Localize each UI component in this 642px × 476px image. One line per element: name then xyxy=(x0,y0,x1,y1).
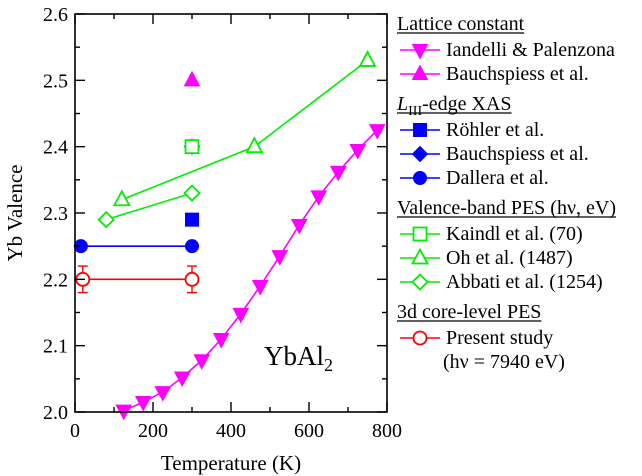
data-layer xyxy=(73,50,386,421)
x-tick-label: 600 xyxy=(294,420,324,442)
data-point xyxy=(329,165,347,182)
x-tick-label: 200 xyxy=(138,420,168,442)
legend-heading-rest: -edge XAS xyxy=(422,93,511,115)
series-7 xyxy=(97,184,201,229)
data-point xyxy=(310,190,328,206)
compound-annotation: YbAl2 xyxy=(264,341,333,375)
data-point xyxy=(184,139,200,155)
series-line xyxy=(121,59,368,201)
series-0 xyxy=(115,124,386,421)
series-line xyxy=(105,192,193,221)
legend-label: Bauchspiess et al. xyxy=(446,63,589,85)
legend-swatch-marker xyxy=(412,330,428,346)
compound-annotation-sub: 2 xyxy=(324,355,333,375)
y-axis-title: Yb Valence xyxy=(3,165,27,262)
ticks-layer: 0 200 400 600 800 2.0 2.1 2.2 2.3 2.4 2.5 2.6 xyxy=(43,4,402,442)
x-tick-label: 800 xyxy=(372,420,402,442)
legend-swatch-marker xyxy=(411,44,429,60)
legend-entry-3: Bauchspiess et al. xyxy=(400,143,589,165)
legend-swatch-marker xyxy=(412,226,428,242)
data-point xyxy=(251,279,269,296)
legend-label: Röhler et al. xyxy=(446,119,544,141)
legend-entry-1: Bauchspiess et al. xyxy=(400,63,589,85)
data-point xyxy=(232,307,250,324)
data-point xyxy=(173,371,191,388)
y-tick-label: 2.0 xyxy=(43,402,68,424)
legend-label: Abbati et al. (1254) xyxy=(446,271,603,293)
data-point xyxy=(185,239,199,254)
series-1 xyxy=(183,70,201,87)
series-6 xyxy=(112,50,377,207)
data-point xyxy=(185,212,199,227)
y-tick-label: 2.5 xyxy=(43,70,68,92)
legend-entry-8: Present study xyxy=(400,327,553,349)
data-point xyxy=(358,50,377,67)
series-2 xyxy=(185,212,199,227)
x-tick-label: 400 xyxy=(216,420,246,442)
y-tick-label: 2.2 xyxy=(43,269,68,291)
legend-swatch-marker xyxy=(410,247,430,265)
legend-swatch-marker xyxy=(413,123,427,137)
data-point xyxy=(97,210,115,229)
legend-label: Oh et al. (1487) xyxy=(446,247,573,269)
legend-heading-3: 3d core-level PES xyxy=(397,301,541,323)
data-point xyxy=(184,271,200,287)
legend-label: Dallera et al. xyxy=(446,167,549,189)
legend-heading-0: Lattice constant xyxy=(397,13,525,35)
compound-annotation-base: YbAl xyxy=(264,341,324,371)
plot-area: 0 200 400 600 800 2.0 2.1 2.2 2.3 2.4 2.5 2.6 YbAl2 xyxy=(43,4,402,442)
legend-heading-1: LIII-edge XAS xyxy=(396,93,512,119)
legend-label: Present study xyxy=(446,327,553,349)
series-5 xyxy=(184,139,200,155)
legend-heading-main: L xyxy=(396,93,408,115)
data-point xyxy=(193,354,211,370)
legend-heading-2: Valence-band PES (hν, eV) xyxy=(397,197,616,219)
legend-note: (hν = 7940 eV) xyxy=(443,351,565,373)
data-point xyxy=(349,143,367,160)
data-point xyxy=(368,124,386,140)
legend-heading-sub: III xyxy=(408,104,422,119)
y-tick-label: 2.4 xyxy=(43,137,68,159)
data-point xyxy=(183,70,201,87)
data-point xyxy=(183,184,201,202)
y-tick-label: 2.3 xyxy=(43,203,68,225)
legend-swatch-marker xyxy=(411,145,429,163)
x-axis-title: Temperature (K) xyxy=(161,451,301,475)
legend-entry-2: Röhler et al. xyxy=(400,119,544,141)
y-tick-label: 2.6 xyxy=(43,4,68,26)
y-tick-label: 2.1 xyxy=(43,336,68,358)
data-point xyxy=(245,136,264,154)
legend-entry-6: Oh et al. (1487) xyxy=(400,247,573,269)
data-point xyxy=(290,218,308,235)
legend-entry-0: Iandelli & Palenzona xyxy=(400,39,615,61)
data-point xyxy=(112,189,131,207)
data-point xyxy=(212,333,230,349)
data-point xyxy=(271,250,289,266)
legend-label: Bauchspiess et al. xyxy=(446,143,589,165)
legend-label: Iandelli & Palenzona xyxy=(446,39,615,61)
series-4 xyxy=(73,239,199,254)
data-point xyxy=(154,386,172,402)
legend-entry-4: Dallera et al. xyxy=(400,167,549,189)
x-tick-label: 0 xyxy=(70,420,80,442)
legend-swatch-marker xyxy=(411,273,429,291)
legend-entry-5: Kaindl et al. (70) xyxy=(400,223,583,245)
data-point xyxy=(134,396,152,412)
legend-swatch-marker xyxy=(411,64,429,80)
legend-entry-7: Abbati et al. (1254) xyxy=(400,271,603,293)
legend-swatch-marker xyxy=(413,171,427,185)
axis-frame xyxy=(74,13,388,413)
legend-label: Kaindl et al. (70) xyxy=(446,223,583,245)
series-8 xyxy=(75,265,200,294)
